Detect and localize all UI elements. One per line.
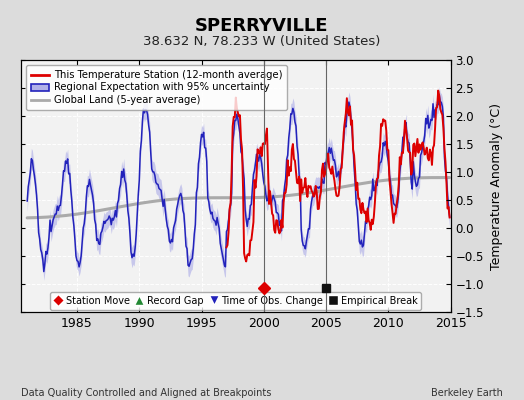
Text: 38.632 N, 78.233 W (United States): 38.632 N, 78.233 W (United States) — [143, 36, 381, 48]
Text: Data Quality Controlled and Aligned at Breakpoints: Data Quality Controlled and Aligned at B… — [21, 388, 271, 398]
Text: SPERRYVILLE: SPERRYVILLE — [195, 17, 329, 35]
Legend: Station Move, Record Gap, Time of Obs. Change, Empirical Break: Station Move, Record Gap, Time of Obs. C… — [50, 292, 421, 310]
Y-axis label: Temperature Anomaly (°C): Temperature Anomaly (°C) — [489, 102, 503, 270]
Text: Berkeley Earth: Berkeley Earth — [431, 388, 503, 398]
